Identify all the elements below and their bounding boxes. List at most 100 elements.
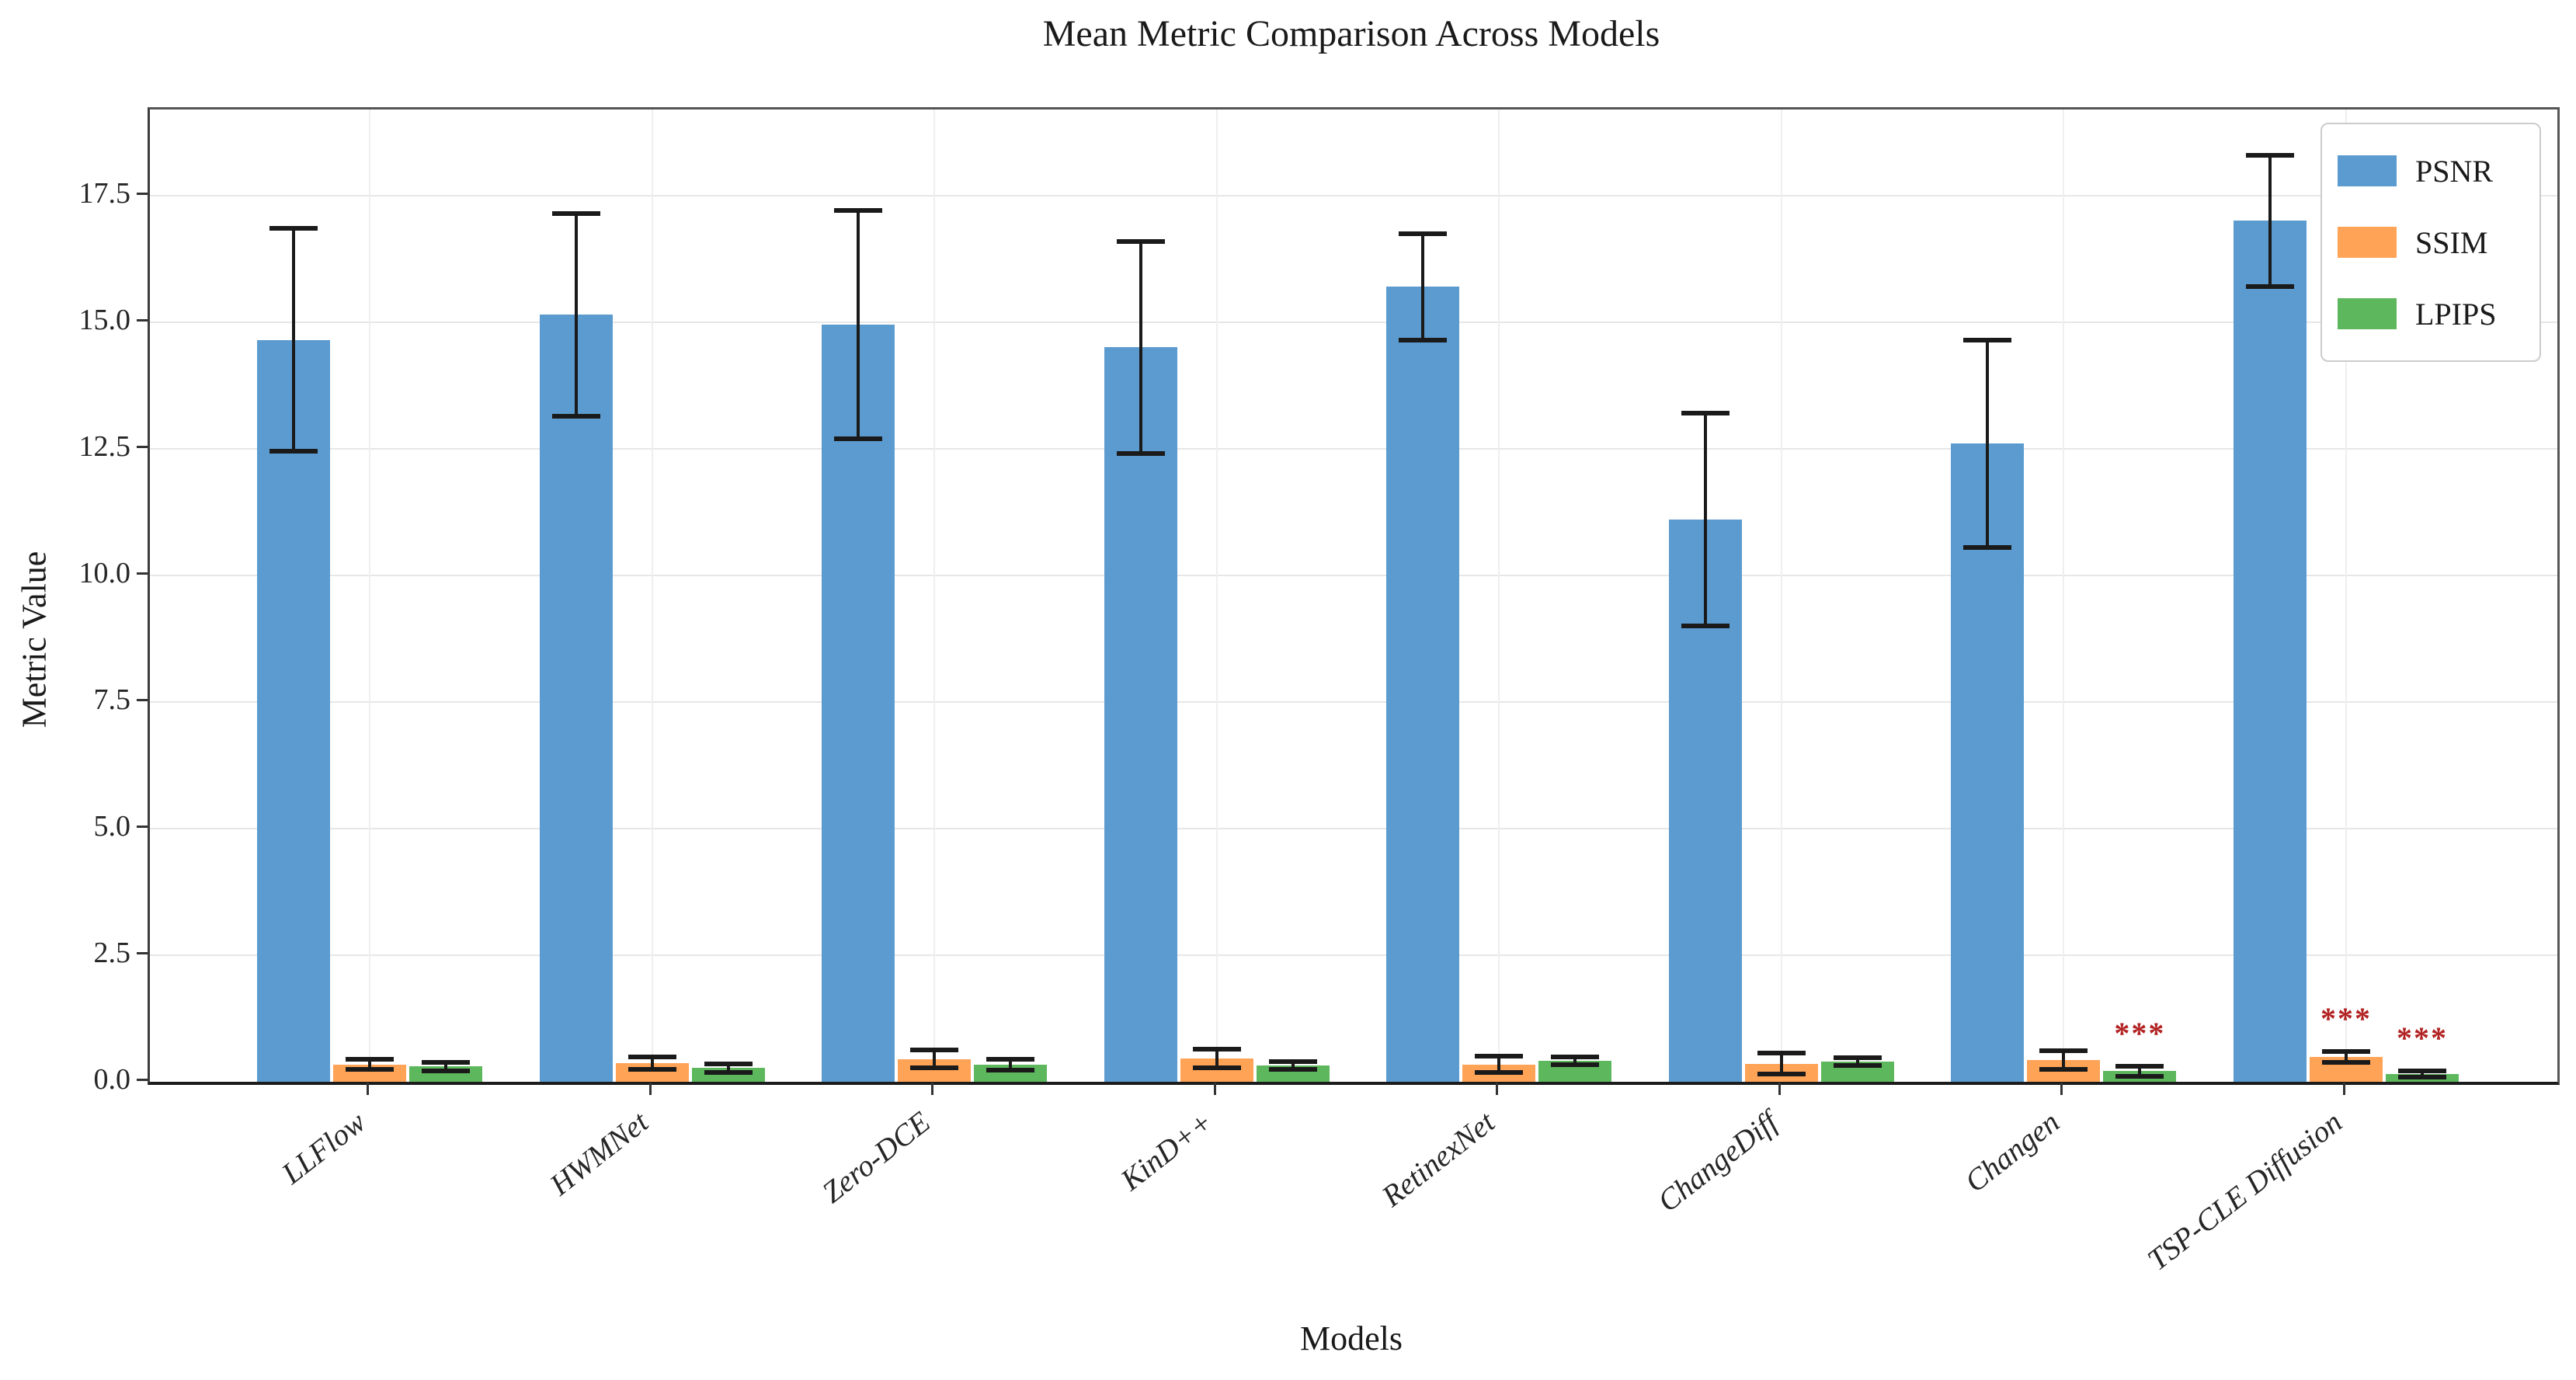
legend: PSNR SSIM LPIPS [2320, 123, 2541, 362]
bar-psnr-zero-dce [822, 325, 895, 1082]
significance-marker-lpips-changen: *** [2114, 1015, 2166, 1051]
error-bar-ssim-retinexnet [1497, 1056, 1501, 1073]
error-bar-lpips-retinexnet [1573, 1057, 1577, 1065]
ytick-label-15.0: 15.0 [78, 303, 131, 336]
error-bar-psnr-llflow [292, 228, 295, 452]
legend-swatch-ssim [2338, 227, 2397, 258]
ytick-mark-12.5 [137, 445, 148, 448]
bar-psnr-retinexnet [1386, 287, 1460, 1082]
gridline-y-2.5 [150, 954, 2557, 956]
error-bar-psnr-changen [1986, 339, 1990, 548]
error-cap-bottom-lpips-kind [1268, 1067, 1317, 1072]
legend-item-lpips: LPIPS [2338, 296, 2524, 332]
error-bar-lpips-kind [1291, 1061, 1295, 1070]
error-bar-lpips-hwmnet [726, 1064, 730, 1072]
error-cap-top-lpips-tsp-cle-diffusion [2398, 1069, 2446, 1074]
chart-title: Mean Metric Comparison Across Models [1042, 13, 1660, 54]
error-cap-bottom-psnr-hwmnet [551, 413, 600, 419]
xtick-mark-hwmnet [648, 1083, 652, 1095]
ytick-mark-7.5 [137, 698, 148, 701]
error-bar-ssim-llflow [368, 1059, 371, 1070]
error-bar-psnr-retinexnet [1421, 233, 1425, 340]
error-cap-top-ssim-zero-dce [910, 1047, 959, 1052]
xtick-mark-tsp-cle-diffusion [2343, 1083, 2345, 1095]
error-cap-bottom-lpips-hwmnet [704, 1069, 753, 1075]
error-cap-bottom-lpips-llflow [422, 1069, 470, 1074]
legend-label-lpips: LPIPS [2415, 296, 2497, 332]
error-cap-top-ssim-tsp-cle-diffusion [2322, 1048, 2370, 1054]
xtick-mark-kind [1213, 1083, 1216, 1095]
ytick-label-5.0: 5.0 [93, 809, 131, 843]
error-cap-top-psnr-changediff [1681, 411, 1730, 416]
gridline-x-tsp-cle-diffusion [2345, 109, 2347, 1082]
ytick-mark-17.5 [137, 192, 148, 195]
error-cap-bottom-ssim-tsp-cle-diffusion [2322, 1060, 2370, 1065]
legend-item-ssim: SSIM [2338, 224, 2524, 261]
xtick-mark-retinexnet [1496, 1083, 1499, 1095]
error-bar-lpips-changen [2138, 1065, 2142, 1076]
x-axis-label: Models [1300, 1319, 1403, 1357]
error-cap-top-lpips-kind [1268, 1058, 1317, 1064]
error-cap-bottom-ssim-hwmnet [627, 1066, 676, 1072]
error-bar-ssim-zero-dce [933, 1049, 937, 1069]
error-cap-bottom-psnr-kind [1116, 451, 1165, 457]
bar-psnr-llflow [257, 339, 330, 1082]
error-cap-top-psnr-zero-dce [834, 208, 883, 214]
error-cap-bottom-psnr-retinexnet [1399, 337, 1448, 342]
error-cap-bottom-psnr-zero-dce [834, 436, 883, 441]
error-bar-ssim-changediff [1779, 1053, 1783, 1074]
error-bar-ssim-hwmnet [650, 1057, 654, 1069]
xtick-mark-changediff [1778, 1083, 1781, 1095]
bar-psnr-kind [1104, 347, 1177, 1082]
gridline-x-llflow [369, 109, 370, 1082]
error-bar-ssim-changen [2062, 1051, 2066, 1069]
legend-item-psnr: PSNR [2338, 153, 2524, 189]
ytick-mark-0.0 [137, 1079, 148, 1081]
error-bar-psnr-tsp-cle-diffusion [2268, 155, 2272, 287]
bar-psnr-changen [1951, 443, 2025, 1082]
error-bar-psnr-zero-dce [857, 210, 860, 439]
legend-swatch-lpips [2338, 298, 2397, 329]
ytick-label-12.5: 12.5 [78, 429, 131, 463]
error-cap-top-lpips-llflow [422, 1059, 470, 1065]
error-cap-bottom-ssim-kind [1192, 1065, 1241, 1070]
ytick-label-0.0: 0.0 [93, 1063, 131, 1096]
legend-label-psnr: PSNR [2415, 153, 2494, 189]
gridline-x-changen [2063, 109, 2065, 1082]
error-bar-lpips-changediff [1855, 1057, 1859, 1066]
bar-psnr-tsp-cle-diffusion [2234, 221, 2307, 1082]
error-cap-top-ssim-kind [1192, 1047, 1241, 1052]
error-cap-top-lpips-hwmnet [704, 1062, 753, 1067]
legend-label-ssim: SSIM [2415, 224, 2488, 260]
bar-psnr-hwmnet [539, 315, 613, 1082]
gridline-x-zero-dce [933, 109, 936, 1082]
error-cap-bottom-lpips-tsp-cle-diffusion [2398, 1075, 2446, 1080]
ytick-label-17.5: 17.5 [78, 176, 131, 210]
error-cap-bottom-psnr-changen [1963, 545, 2012, 551]
error-cap-bottom-ssim-zero-dce [910, 1065, 959, 1071]
error-bar-ssim-tsp-cle-diffusion [2345, 1051, 2348, 1063]
error-cap-top-psnr-llflow [269, 226, 318, 231]
error-cap-bottom-ssim-retinexnet [1475, 1070, 1524, 1076]
ytick-mark-10.0 [137, 572, 148, 575]
significance-marker-ssim-tsp-cle-diffusion: *** [2320, 1000, 2372, 1036]
gridline-y-12.5 [150, 447, 2557, 450]
xtick-mark-changen [2060, 1083, 2063, 1095]
error-cap-top-psnr-tsp-cle-diffusion [2246, 152, 2294, 158]
significance-marker-lpips-tsp-cle-diffusion: *** [2397, 1020, 2448, 1056]
error-cap-top-lpips-changediff [1833, 1055, 1882, 1060]
y-axis-label: Metric Value [15, 551, 54, 728]
error-cap-top-ssim-changediff [1757, 1051, 1806, 1056]
ytick-mark-5.0 [137, 825, 148, 828]
ytick-label-7.5: 7.5 [93, 683, 131, 716]
error-cap-bottom-psnr-llflow [269, 449, 318, 454]
gridline-y-17.5 [150, 194, 2557, 196]
error-cap-top-lpips-retinexnet [1551, 1055, 1600, 1060]
ytick-label-10.0: 10.0 [78, 556, 131, 589]
error-cap-top-psnr-changen [1963, 337, 2012, 342]
plot-area: *** *** *** [148, 107, 2560, 1085]
error-cap-top-ssim-hwmnet [627, 1055, 676, 1060]
gridline-y-15.0 [150, 321, 2557, 323]
error-cap-top-lpips-zero-dce [986, 1056, 1035, 1062]
